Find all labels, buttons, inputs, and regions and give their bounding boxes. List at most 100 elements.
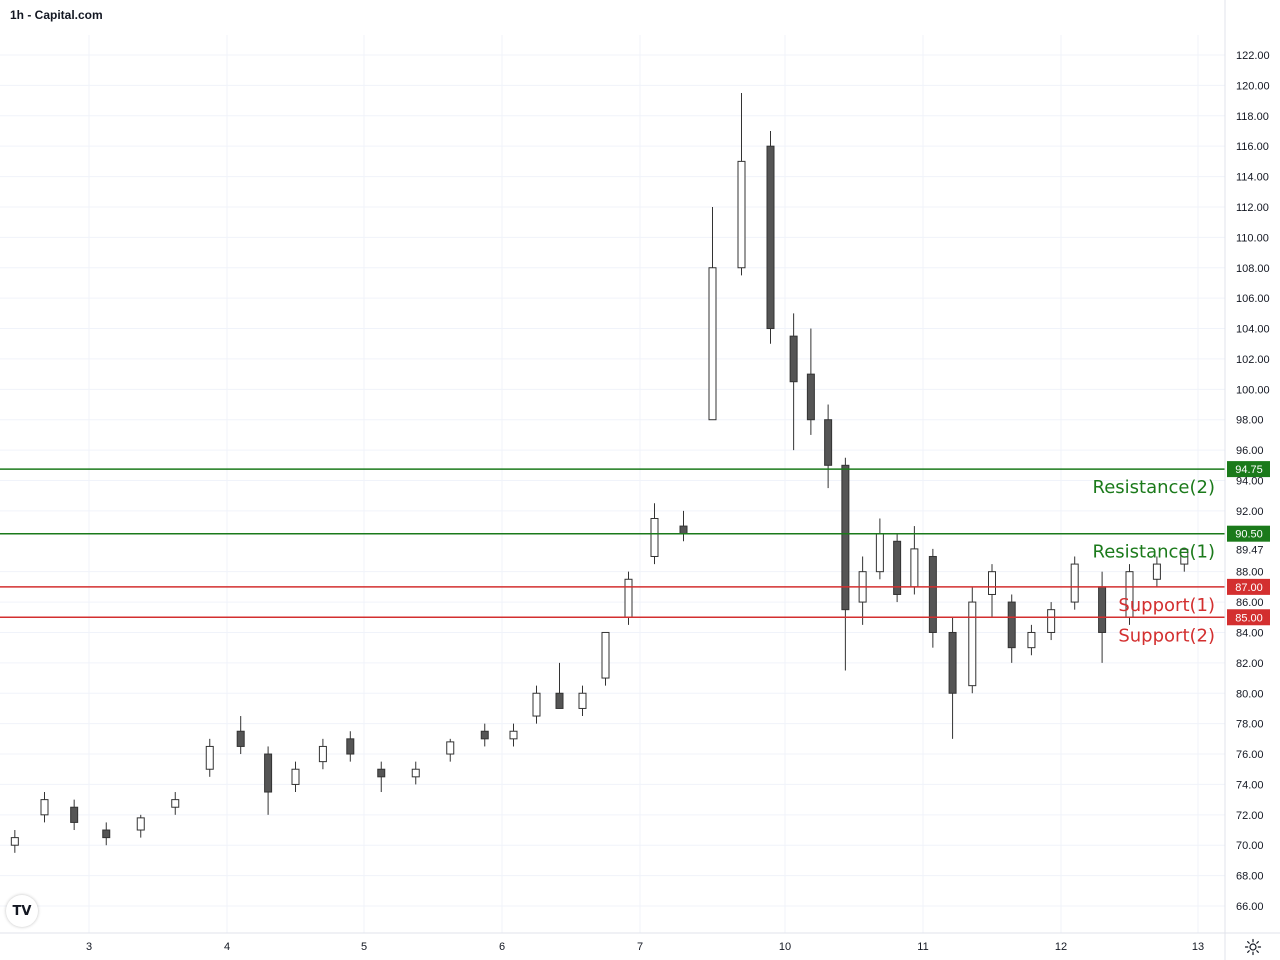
resistance-level-label: Resistance(2) (1093, 477, 1216, 498)
price-tick-label: 120.00 (1236, 80, 1270, 92)
resistance-value-label: 90.50 (1235, 529, 1263, 541)
price-tick-label: 114.00 (1236, 172, 1269, 184)
price-tick-label: 100.00 (1236, 384, 1270, 396)
candle-body (893, 540, 902, 595)
price-tick-label: 78.00 (1236, 719, 1264, 731)
time-tick-label: 4 (224, 941, 230, 953)
candle-body (1007, 601, 1016, 649)
support-resistance-levels: 94.75 Resistance(2) 90.50 Resistance(1) 87.0… (0, 461, 1270, 646)
candle-body (264, 753, 273, 793)
price-tick-label: 104.00 (1236, 324, 1270, 336)
chart-title: 1h - Capital.com (10, 8, 103, 22)
support-level-label: Support(1) (1118, 595, 1215, 616)
candle-body (40, 799, 49, 816)
candle-body (136, 817, 145, 831)
price-tick-label: 92.00 (1236, 506, 1264, 518)
candle-body (1152, 563, 1161, 580)
price-tick-label: 110.00 (1236, 232, 1269, 244)
candle-body (532, 692, 541, 717)
candle-body (948, 631, 957, 694)
candle-body (318, 745, 327, 763)
candle-body (70, 806, 79, 823)
time-tick-label: 10 (779, 941, 791, 953)
resistance-level-label: Resistance(1) (1093, 542, 1216, 563)
price-tick-label: 116.00 (1236, 141, 1269, 153)
candle-body (601, 631, 610, 679)
candle-body (928, 555, 937, 633)
resistance-value-badge (1227, 525, 1270, 542)
candle-body (841, 464, 850, 611)
grid (0, 35, 1225, 933)
price-tick-label: 98.00 (1236, 415, 1264, 427)
candle-body (968, 601, 977, 687)
gear-icon[interactable] (1244, 938, 1262, 956)
price-tick-label: 88.00 (1236, 567, 1264, 579)
price-tick-label: 96.00 (1236, 445, 1264, 457)
price-tick-label: 102.00 (1236, 354, 1270, 366)
time-tick-label: 12 (1055, 941, 1067, 953)
candle-body (737, 160, 746, 269)
price-tick-label: 118.00 (1236, 111, 1269, 123)
candle-body (446, 741, 455, 755)
support-value-label: 87.00 (1235, 582, 1263, 594)
support-value-badge (1227, 609, 1270, 626)
price-tick-label: 82.00 (1236, 658, 1264, 670)
price-tick-label: 80.00 (1236, 688, 1264, 700)
candle-body (10, 837, 19, 846)
candle-body (624, 578, 633, 618)
time-tick-label: 3 (86, 941, 92, 953)
support-value-badge (1227, 578, 1270, 595)
candle-body (171, 799, 180, 808)
candle-body (650, 517, 659, 557)
candle-body (1098, 586, 1107, 633)
candle-body (578, 692, 587, 709)
price-tick-label: 106.00 (1236, 293, 1270, 305)
candle-body (346, 738, 355, 755)
candle-body (824, 419, 833, 466)
candle-body (910, 548, 919, 588)
candle-body (766, 145, 775, 330)
price-axis: 66.00 68.00 70.00 72.00 74.00 76.00 78.00 80.00… (1224, 0, 1270, 960)
tradingview-logo-icon[interactable]: TV (6, 895, 38, 927)
price-tick-label: 112.00 (1236, 202, 1269, 214)
time-tick-label: 11 (917, 941, 928, 953)
candlestick-series (10, 92, 1189, 853)
candle-body (411, 768, 420, 778)
price-tick-label: 108.00 (1236, 263, 1270, 275)
candle-body (236, 730, 245, 747)
time-tick-label: 5 (361, 941, 367, 953)
candle-body (555, 692, 564, 709)
time-tick-label: 6 (499, 941, 505, 953)
price-tick-label: 70.00 (1236, 840, 1264, 852)
time-axis: 3 4 5 6 7 10 11 12 13 (0, 932, 1280, 953)
support-value-label: 85.00 (1235, 612, 1263, 624)
price-tick-label: 84.00 (1236, 627, 1264, 639)
resistance-value-badge (1227, 461, 1270, 478)
candle-body (509, 730, 518, 740)
candle-body (1027, 631, 1036, 649)
resistance-value-label: 94.75 (1235, 464, 1263, 476)
candle-body (875, 533, 884, 573)
candle-body (988, 571, 996, 595)
candle-body (708, 267, 717, 421)
candle-body (1047, 609, 1056, 633)
candle-body (789, 335, 798, 383)
candle-body (291, 768, 300, 785)
candle-body (679, 525, 688, 535)
price-tick-label: 74.00 (1236, 779, 1264, 791)
current-price-label: 89.47 (1236, 544, 1264, 556)
price-tick-label: 68.00 (1236, 871, 1264, 883)
candle-body (480, 730, 489, 740)
time-tick-label: 7 (637, 941, 643, 953)
candle-body (1180, 548, 1189, 565)
time-tick-label: 13 (1192, 941, 1204, 953)
candle-body (205, 745, 214, 770)
candle-body (1070, 563, 1079, 603)
candle-body (806, 373, 815, 421)
support-level-label: Support(2) (1118, 625, 1215, 646)
price-tick-label: 76.00 (1236, 749, 1264, 761)
price-tick-label: 72.00 (1236, 810, 1264, 822)
price-tick-label: 86.00 (1236, 597, 1264, 609)
candle-body (102, 829, 111, 839)
